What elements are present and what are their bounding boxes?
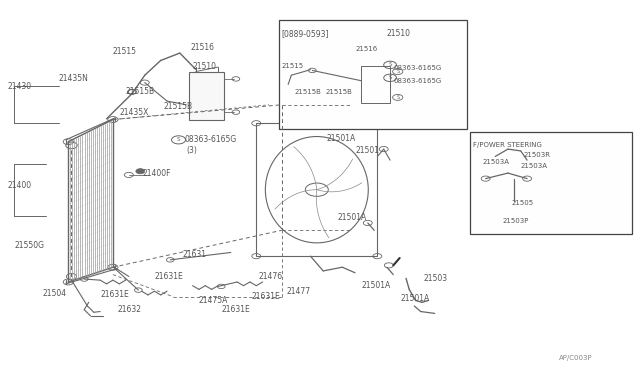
Text: 21501A: 21501A [362,281,390,290]
Text: S: S [388,75,392,80]
Text: 21631: 21631 [183,250,207,259]
Text: S: S [396,69,399,74]
Text: 21475A: 21475A [199,296,228,305]
Text: 21632: 21632 [117,305,141,314]
Text: 21501: 21501 [356,147,380,155]
Text: 08363-6165G: 08363-6165G [185,135,237,144]
Text: AP/C003P: AP/C003P [559,355,593,361]
Bar [278,20,467,129]
Text: 21477: 21477 [286,287,310,296]
Text: [0889-0593]: [0889-0593] [282,29,329,38]
Text: 21631E: 21631E [155,272,184,281]
Text: 21631E: 21631E [221,305,250,314]
Text: 21515B: 21515B [164,102,193,111]
Text: 21515: 21515 [282,63,304,69]
Text: 21503A: 21503A [521,163,548,169]
Text: 21516: 21516 [190,43,214,52]
Text: 21510: 21510 [387,29,411,38]
Text: 21516: 21516 [355,46,378,52]
Text: 21430: 21430 [8,82,32,91]
Text: F/POWER STEERING: F/POWER STEERING [473,142,542,148]
Text: S: S [177,137,180,142]
Text: 21515: 21515 [113,47,137,56]
Text: S: S [396,95,399,100]
Text: 21501A: 21501A [400,294,429,303]
Text: 21503R: 21503R [524,152,551,158]
Text: 21435X: 21435X [119,108,148,117]
Text: 21501A: 21501A [337,213,367,222]
Text: 21515B: 21515B [294,89,321,95]
Bar [362,66,390,103]
Text: 21515B: 21515B [325,89,352,95]
Bar [189,71,225,119]
Bar [470,132,632,234]
Text: S: S [388,62,392,67]
Text: 21435N: 21435N [59,74,88,83]
Text: 21550G: 21550G [14,241,44,250]
Text: 21503P: 21503P [503,218,529,224]
Text: 21515B: 21515B [125,87,155,96]
Text: 21503A: 21503A [483,159,509,165]
Text: 21631E: 21631E [251,292,280,301]
Text: 21631E: 21631E [100,291,129,299]
Text: 21501A: 21501A [326,134,356,142]
Text: 21510: 21510 [193,61,216,71]
Text: 21476: 21476 [258,272,282,281]
Text: 21503: 21503 [423,274,447,283]
Text: 21400F: 21400F [143,169,172,177]
Text: 21504: 21504 [43,289,67,298]
Text: 08363-6165G: 08363-6165G [394,78,442,84]
Text: (3): (3) [186,147,197,155]
Text: 21400: 21400 [8,182,32,190]
Text: 08363-6165G: 08363-6165G [394,65,442,71]
Text: 21505: 21505 [511,200,533,206]
Circle shape [136,169,145,174]
